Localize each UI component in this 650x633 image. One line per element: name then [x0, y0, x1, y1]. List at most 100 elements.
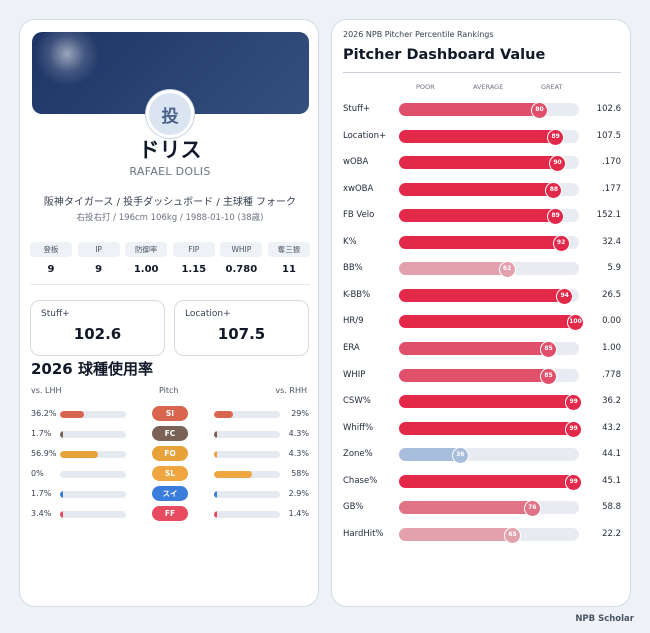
percentile-bar-fill	[399, 448, 464, 462]
rhh-bar	[214, 411, 280, 418]
pitch-type-badge: FO	[152, 446, 188, 461]
stat-value: 1.00	[602, 342, 621, 353]
rhh-bar	[214, 451, 280, 458]
stat-value: 0.780	[225, 264, 258, 275]
divider	[30, 284, 310, 285]
rhh-bar-fill	[214, 511, 217, 518]
lhh-bar-fill	[60, 451, 98, 458]
rhh-pct: 1.4%	[288, 509, 309, 518]
percentile-marker: 65	[504, 526, 521, 544]
stat-value: 22.2	[602, 528, 621, 539]
rhh-bar-fill	[214, 431, 217, 438]
percentile-row: wOBA 90 .170	[332, 153, 632, 173]
percentile-row: K-BB% 94 26.5	[332, 286, 632, 305]
percentile-marker: 99	[565, 420, 583, 438]
stat-name: K%	[343, 236, 357, 247]
stat-value: 43.2	[602, 422, 621, 433]
lhh-bar	[60, 451, 126, 458]
percentile-row: WHIP 85 .778	[332, 366, 632, 385]
pitch-type-badge: FF	[152, 506, 188, 521]
stat-name: wOBA	[343, 157, 369, 168]
pitch-mix-row: 3.4% FF 1.4%	[20, 506, 320, 522]
percentile-bar-fill	[399, 395, 578, 409]
stat-label: IP	[77, 242, 120, 257]
stat-name: BB%	[343, 263, 363, 274]
stat-name: CSW%	[343, 396, 371, 407]
scale-average: AVERAGE	[473, 83, 504, 91]
percentile-bar: 89	[399, 208, 579, 226]
stat-label: 登板	[30, 242, 72, 257]
pitch-mix-row: 1.7% スイ 2.9%	[20, 486, 320, 502]
percentile-row: Zone% 36 44.1	[332, 445, 632, 465]
percentile-row: Location+ 89 107.5	[332, 127, 632, 146]
percentile-marker: 76	[523, 500, 541, 518]
percentile-bar: 85	[399, 367, 579, 385]
pitch-mix-row: 56.9% FO 4.3%	[20, 446, 320, 462]
percentile-marker: 85	[540, 367, 557, 385]
percentile-marker: 92	[552, 234, 570, 252]
percentile-bar-fill	[399, 368, 552, 382]
pitch-mix-title: 2026 球種使用率	[31, 360, 153, 378]
stat-name: Whiff%	[343, 422, 374, 433]
percentile-bar-fill	[399, 129, 560, 143]
percentile-marker: 99	[565, 473, 583, 491]
avatar: 投	[146, 90, 194, 138]
lhh-pct: 1.7%	[31, 489, 52, 498]
rhh-pct: 2.9%	[288, 489, 309, 498]
stat-name: FB Velo	[343, 210, 375, 221]
percentile-marker: 89	[547, 128, 565, 146]
percentile-bar-fill	[399, 501, 536, 515]
percentile-marker: 89	[547, 208, 565, 226]
percentile-bar: 94	[399, 287, 579, 305]
lhh-pct: 1.7%	[31, 429, 52, 438]
percentile-bar: 90	[399, 155, 579, 173]
rhh-bar	[214, 431, 280, 438]
col-header-rhh: vs. RHH	[275, 386, 307, 395]
percentile-bar-fill	[399, 156, 561, 170]
stat-value: 9	[47, 264, 55, 275]
percentile-row: ERA 85 1.00	[332, 339, 632, 358]
percentile-marker: 36	[451, 447, 469, 465]
stat-value: 11	[282, 264, 296, 275]
percentile-bar: 76	[399, 500, 579, 518]
lhh-pct: 0%	[31, 469, 44, 478]
stat-value: 58.8	[602, 502, 621, 513]
percentile-marker: 85	[540, 340, 557, 358]
stat-value: 0.00	[602, 316, 621, 327]
lhh-bar-fill	[60, 491, 63, 498]
lhh-bar	[60, 511, 126, 518]
stat-name: Chase%	[343, 475, 378, 486]
stat-name: HR/9	[343, 316, 364, 327]
percentile-row: HR/9 100 0.00	[332, 312, 632, 332]
percentile-row: Stuff+ 80 102.6	[332, 100, 632, 119]
rhh-pct: 4.3%	[288, 449, 309, 458]
lhh-bar	[60, 411, 126, 418]
stat-value: .778	[602, 369, 621, 380]
percentile-marker: 90	[549, 155, 566, 173]
percentile-bar-fill	[399, 341, 552, 355]
rhh-pct: 58%	[291, 469, 309, 478]
pitch-type-badge: FC	[152, 426, 188, 441]
stat-value: 26.5	[602, 289, 621, 300]
percentile-bar: 100	[399, 314, 584, 332]
pitch-type-badge: SL	[152, 466, 188, 481]
percentile-row: xwOBA 88 .177	[332, 180, 632, 199]
rhh-bar	[214, 471, 280, 478]
stat-name: Zone%	[343, 449, 373, 460]
percentile-bar: 99	[399, 394, 583, 412]
percentile-marker: 100	[567, 314, 584, 332]
percentile-marker: 62	[498, 261, 516, 279]
rankings-title: Pitcher Dashboard Value	[343, 47, 546, 63]
percentile-bar-fill	[399, 421, 578, 435]
rhh-bar-fill	[214, 451, 217, 458]
stat-value: .170	[602, 157, 621, 168]
player-name-en: RAFAEL DOLIS	[129, 165, 211, 178]
pitch-mix-row: 36.2% SI 29%	[20, 406, 320, 422]
percentile-bar: 89	[399, 128, 579, 146]
percentile-bar-fill	[399, 235, 565, 249]
scale-poor: POOR	[416, 83, 435, 91]
percentile-bar: 65	[399, 526, 579, 544]
rhh-bar-fill	[214, 471, 253, 478]
percentile-bar-fill	[399, 527, 516, 541]
player-team-info: 阪神タイガース / 投手ダッシュボード / 主球種 フォーク	[43, 197, 297, 208]
